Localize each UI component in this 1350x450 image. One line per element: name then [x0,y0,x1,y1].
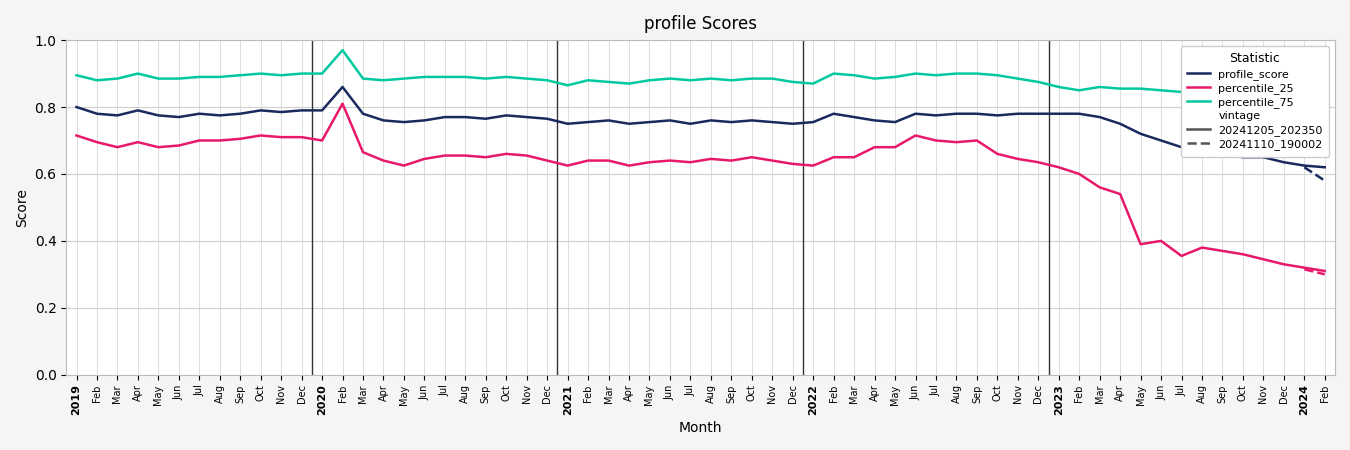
Y-axis label: Score: Score [15,188,28,227]
Title: profile Scores: profile Scores [644,15,757,33]
Legend: profile_score, percentile_25, percentile_75, vintage, 20241205_202350, 20241110_: profile_score, percentile_25, percentile… [1181,45,1330,157]
X-axis label: Month: Month [679,421,722,435]
